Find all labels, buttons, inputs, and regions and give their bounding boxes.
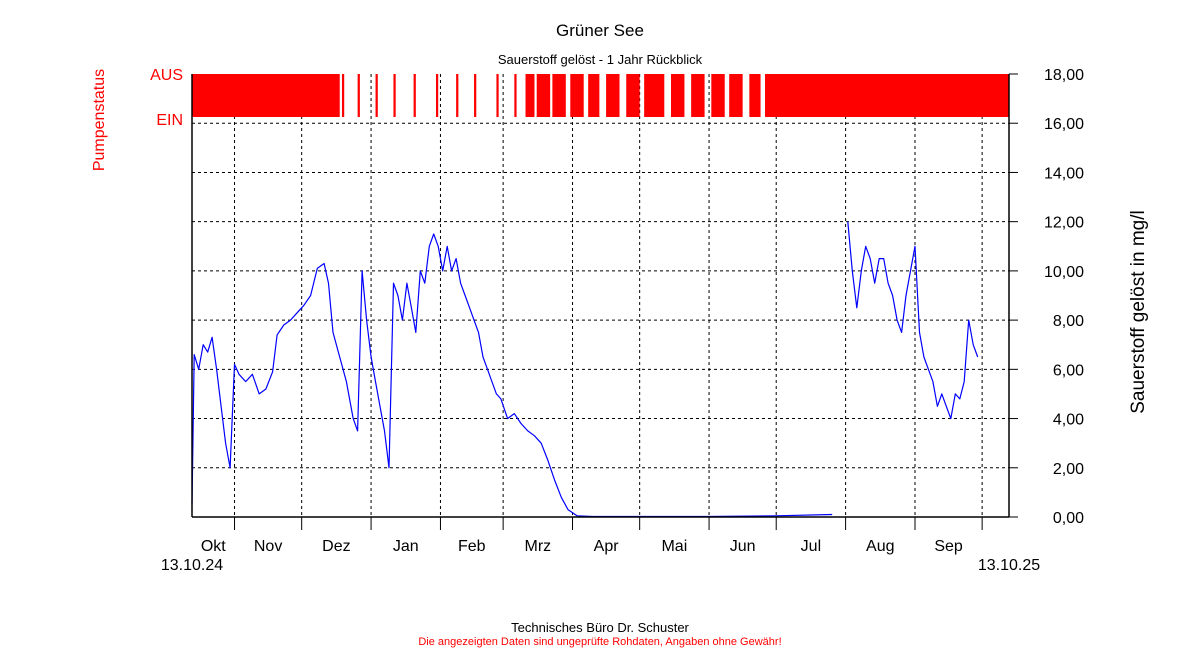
pump-on-bar xyxy=(525,74,535,117)
axes xyxy=(191,74,1010,518)
pump-on-bar xyxy=(474,74,477,117)
y-tick-label: 8,00 xyxy=(1053,313,1084,330)
series-line xyxy=(191,233,833,518)
x-tick-label: Jun xyxy=(730,538,756,555)
pump-on-bar xyxy=(644,74,665,117)
pump-status-bars xyxy=(192,74,1009,117)
y-tick-label: 16,00 xyxy=(1044,116,1084,133)
footer-disclaimer: Die angezeigten Daten sind ungeprüfte Ro… xyxy=(418,636,781,648)
pump-on-bar xyxy=(536,74,551,117)
x-tick-label: Aug xyxy=(866,538,894,555)
y-tick-label: 4,00 xyxy=(1053,412,1084,429)
y-axis-label: Sauerstoff gelöst in mg/l xyxy=(1128,210,1149,413)
pump-on-bar xyxy=(671,74,685,117)
y-tick-label: 12,00 xyxy=(1044,215,1084,232)
pump-axis-label: Pumpenstatus xyxy=(91,69,108,171)
x-tick-label: Apr xyxy=(594,538,620,555)
pump-state-on-label: EIN xyxy=(156,112,183,129)
pump-on-bar xyxy=(588,74,600,117)
x-tick-label: Jul xyxy=(801,538,821,555)
chart-subtitle: Sauerstoff gelöst - 1 Jahr Rückblick xyxy=(498,52,703,67)
pump-state-off-label: AUS xyxy=(150,67,183,84)
pump-on-bar xyxy=(606,74,620,117)
pump-on-bar xyxy=(552,74,566,117)
y-tick-label: 18,00 xyxy=(1044,67,1084,84)
pump-on-bar xyxy=(341,74,345,117)
pump-on-bar xyxy=(435,74,439,117)
x-tick-label: Feb xyxy=(458,538,486,555)
pump-on-bar xyxy=(749,74,761,117)
pump-on-bar xyxy=(375,74,378,117)
pump-on-bar xyxy=(691,74,705,117)
x-start-date-label: 13.10.24 xyxy=(161,557,223,574)
pump-on-bar xyxy=(729,74,743,117)
y-tick-label: 2,00 xyxy=(1053,461,1084,478)
y-tick-label: 0,00 xyxy=(1053,510,1084,527)
pump-on-bar xyxy=(765,74,1009,117)
series-layer xyxy=(191,221,979,518)
x-tick-label: Sep xyxy=(934,538,963,555)
pump-on-bar xyxy=(711,74,725,117)
y-tick-label: 10,00 xyxy=(1044,264,1084,281)
pump-on-bar xyxy=(496,74,499,117)
x-tick-label: Nov xyxy=(254,538,282,555)
pump-on-bar xyxy=(413,74,416,117)
pump-on-bar xyxy=(393,74,396,117)
y-tick-label: 14,00 xyxy=(1044,165,1084,182)
pump-on-bar xyxy=(514,74,517,117)
chart-title: Grüner See xyxy=(556,21,644,40)
y-axis-ticks: 0,00 2,00 4,00 6,00 8,00 10,00 12,00 14,00 16,00… xyxy=(1009,67,1084,527)
y-tick-label: 6,00 xyxy=(1053,362,1084,379)
pump-on-bar xyxy=(357,74,360,117)
x-tick-label: Dez xyxy=(322,538,350,555)
series-line xyxy=(847,221,979,420)
footer-company: Technisches Büro Dr. Schuster xyxy=(511,620,689,635)
x-tick-label: Mrz xyxy=(524,538,551,555)
x-tick-label: Okt xyxy=(201,538,226,555)
pump-on-bar xyxy=(192,74,340,117)
pump-on-bar xyxy=(626,74,640,117)
x-tick-label: Jan xyxy=(393,538,419,555)
x-end-date-label: 13.10.25 xyxy=(978,557,1040,574)
pump-on-bar xyxy=(570,74,584,117)
x-tick-label: Mai xyxy=(661,538,687,555)
grid-lines xyxy=(192,74,1009,517)
x-axis-ticks: Okt Nov Dez Jan Feb Mrz Apr Mai Jun Jul Aug Sep xyxy=(201,517,983,555)
pump-on-bar xyxy=(456,74,459,117)
